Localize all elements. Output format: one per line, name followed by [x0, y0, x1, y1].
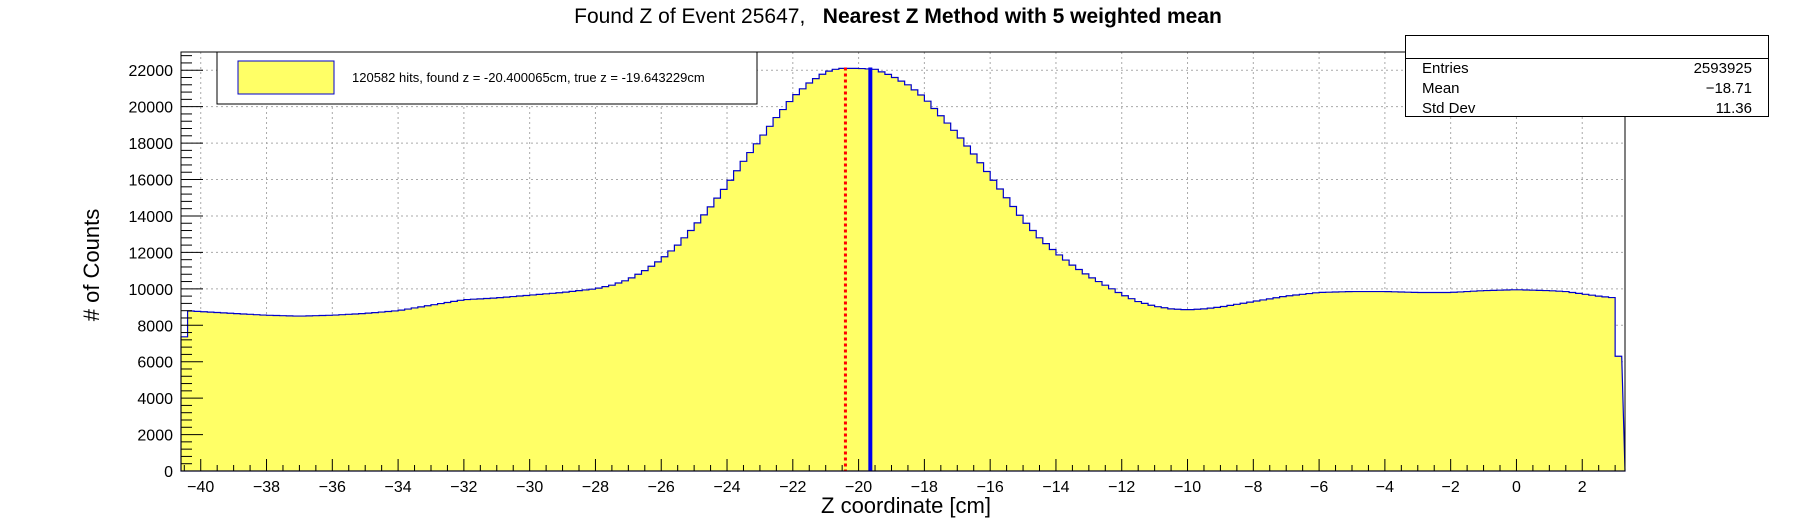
x-tick-label: −20 — [845, 479, 872, 496]
x-tick-label: −24 — [713, 479, 740, 496]
x-tick-label: −12 — [1108, 479, 1135, 496]
histogram-area — [180, 67, 1626, 472]
stats-header — [1406, 36, 1768, 59]
y-tick-label: 18000 — [129, 136, 174, 153]
stats-key: Mean — [1422, 80, 1460, 97]
x-tick-label: −30 — [516, 479, 543, 496]
y-tick-label: 6000 — [137, 355, 173, 372]
y-tick-label: 8000 — [137, 318, 173, 335]
plot-frame — [180, 51, 1626, 472]
stats-box: Entries 2593925 Mean −18.71 Std Dev 11.3… — [1405, 35, 1769, 117]
stats-key: Entries — [1422, 60, 1469, 77]
y-tick-label: 16000 — [129, 173, 174, 190]
x-tick-label: −34 — [385, 479, 412, 496]
x-tick-label: −2 — [1442, 479, 1460, 496]
y-axis-label: # of Counts — [79, 209, 104, 322]
x-tick-label: −26 — [648, 479, 675, 496]
axes: −40 −38 −36 −34 −32 −30 −28 −26 −24 −22 −20 −18 −16−… — [129, 51, 1626, 496]
x-tick-label: −6 — [1310, 479, 1328, 496]
chart-title-method: Nearest Z Method with 5 weighted mean — [822, 5, 1222, 28]
legend: 120582 hits, found z = -20.400065cm, tru… — [216, 51, 758, 105]
y-tick-label: 2000 — [137, 428, 173, 445]
chart-title: Found Z of Event 25647, Nearest Z Method… — [0, 5, 1796, 29]
x-tick-label: −22 — [779, 479, 806, 496]
x-tick-label: −10 — [1174, 479, 1201, 496]
x-tick-label: −32 — [450, 479, 477, 496]
stats-value: 2593925 — [1693, 60, 1752, 77]
stats-row-entries: Entries 2593925 — [1406, 59, 1768, 79]
y-tick-label: 14000 — [129, 209, 174, 226]
x-tick-label: −8 — [1244, 479, 1262, 496]
x-tick-label: −28 — [582, 479, 609, 496]
x-tick-label: −16 — [977, 479, 1004, 496]
histogram-bars — [180, 67, 1626, 472]
y-tick-label: 4000 — [137, 391, 173, 408]
stats-key: Std Dev — [1422, 100, 1476, 117]
x-axis-label: Z coordinate [cm] — [821, 493, 991, 518]
legend-swatch — [237, 60, 335, 95]
stats-value: 11.36 — [1715, 100, 1752, 117]
y-tick-label: 20000 — [129, 100, 174, 117]
chart-title-main: Found Z of Event 25647, — [574, 5, 806, 28]
y-tick-label: 0 — [164, 464, 173, 481]
stats-row-stddev: Std Dev 11.36 — [1406, 99, 1768, 119]
x-tick-label: −36 — [319, 479, 346, 496]
stats-value: −18.71 — [1705, 80, 1752, 97]
marker-lines — [843, 67, 873, 471]
x-tick-label: −38 — [253, 479, 280, 496]
legend-label: 120582 hits, found z = -20.400065cm, tru… — [352, 70, 705, 85]
x-tick-label: 2 — [1578, 479, 1587, 496]
x-tick-label: −40 — [187, 479, 214, 496]
y-tick-label: 10000 — [129, 282, 174, 299]
x-tick-label: 0 — [1512, 479, 1521, 496]
x-tick-label: −18 — [911, 479, 938, 496]
x-tick-label: −14 — [1042, 479, 1069, 496]
y-tick-label: 12000 — [129, 245, 174, 262]
y-tick-label: 22000 — [129, 63, 174, 80]
stats-row-mean: Mean −18.71 — [1406, 79, 1768, 99]
x-tick-label: −4 — [1376, 479, 1394, 496]
